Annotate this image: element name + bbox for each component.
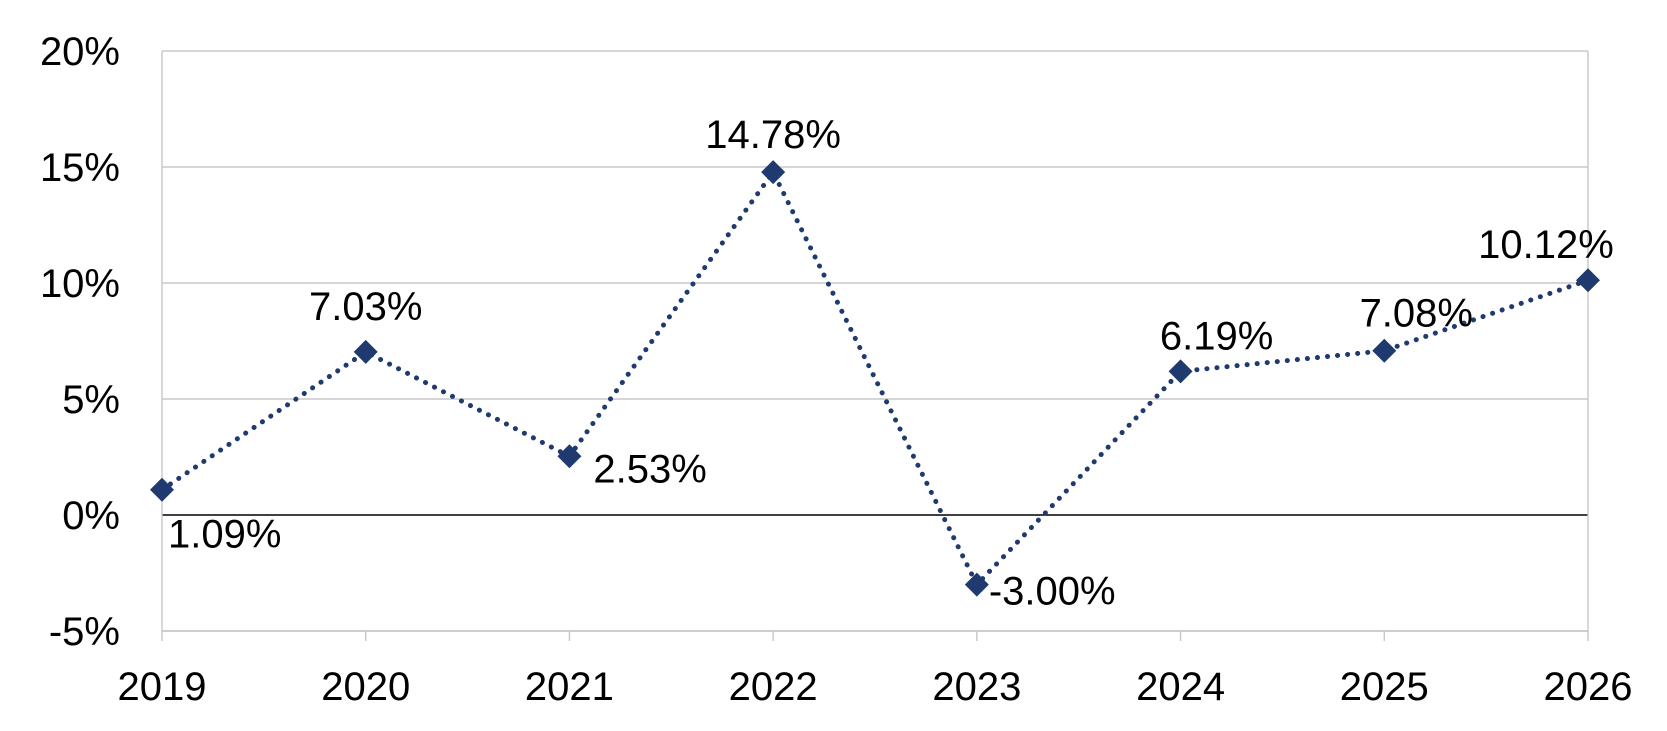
x-tick-label: 2023: [932, 665, 1021, 709]
data-point-marker: [557, 444, 582, 469]
data-label: 7.08%: [1360, 292, 1473, 336]
y-tick-label: 5%: [62, 378, 120, 422]
data-point-marker: [964, 572, 989, 597]
data-label: 10.12%: [1478, 223, 1614, 267]
series-line: [159, 167, 1591, 589]
x-tick-label: 2024: [1136, 665, 1225, 709]
data-point-marker: [1372, 338, 1397, 363]
x-tick-labels: 2019 2020 2021 2022 2023 2024 2025 2026: [118, 665, 1633, 709]
y-tick-labels: 20% 15% 10% 5% 0% -5%: [40, 30, 120, 654]
data-label: 2.53%: [593, 447, 706, 491]
axes: [161, 51, 1589, 641]
x-tick-label: 2022: [729, 665, 818, 709]
x-tick-label: 2025: [1340, 665, 1429, 709]
data-point-marker: [150, 477, 174, 502]
x-tick-label: 2021: [525, 665, 614, 709]
data-label: 7.03%: [309, 285, 422, 329]
gridlines: [162, 50, 1588, 632]
data-label: 6.19%: [1160, 314, 1273, 358]
data-label: -3.00%: [989, 570, 1116, 614]
y-tick-label: 0%: [62, 494, 120, 538]
x-tick-label: 2019: [118, 665, 207, 709]
x-tick-label: 2026: [1544, 665, 1633, 709]
data-label: 1.09%: [168, 513, 281, 557]
data-point-marker: [1576, 268, 1600, 293]
x-tick-label: 2020: [321, 665, 410, 709]
y-tick-label: 20%: [40, 30, 120, 74]
series-layer: [150, 160, 1600, 597]
data-point-marker: [761, 160, 786, 185]
y-tick-label: -5%: [49, 610, 120, 654]
y-tick-label: 15%: [40, 146, 120, 190]
data-point-marker: [353, 339, 378, 364]
data-labels: 1.09% 7.03% 2.53% 14.78% -3.00% 6.19% 7.08%10.…: [168, 113, 1614, 613]
data-label: 14.78%: [705, 113, 841, 157]
y-tick-label: 10%: [40, 262, 120, 306]
data-point-marker: [1168, 359, 1193, 384]
